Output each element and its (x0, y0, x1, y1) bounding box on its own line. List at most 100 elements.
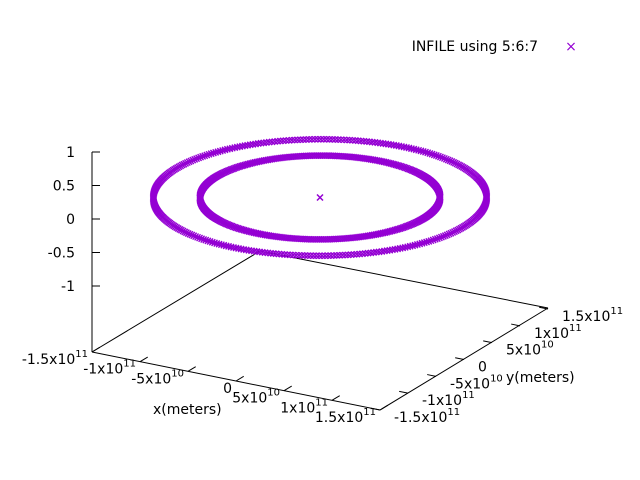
data-point (203, 151, 211, 159)
data-point (186, 230, 194, 238)
z-tick-label: 0 (66, 212, 75, 228)
y-tick (427, 374, 437, 377)
data-point (436, 153, 444, 161)
y-tick-label: 5x1010 (506, 340, 554, 359)
data-point (328, 135, 336, 143)
data-point (187, 157, 195, 165)
data-point (196, 234, 204, 242)
x-tick-label: 1x1011 (280, 397, 328, 416)
data-point (425, 237, 433, 245)
data-point (207, 150, 215, 158)
data-point (459, 223, 467, 231)
data-point (199, 152, 207, 160)
y-tick-label: -1.5x1011 (394, 407, 460, 426)
x-tick (187, 366, 196, 372)
y-tick (511, 323, 521, 327)
data-point (200, 235, 208, 243)
data-point (324, 252, 332, 260)
data-point (318, 252, 326, 260)
data-point (190, 232, 198, 240)
y-tick-label: 0 (478, 360, 487, 376)
data-point (192, 233, 200, 241)
data-point (317, 135, 325, 143)
x-axis-label: x(meters) (153, 402, 222, 418)
tick-labels: 10.50-0.5-1-1.5x1011-1x1011-5x101005x101… (22, 145, 623, 426)
x-tick (283, 385, 292, 392)
data-point (298, 251, 306, 259)
data-point (295, 251, 303, 259)
data-point (302, 136, 310, 143)
data-point (304, 252, 312, 260)
y-tick (483, 340, 493, 344)
data-series (149, 135, 491, 260)
data-point (427, 237, 435, 245)
data-point (194, 233, 202, 241)
z-tick-label: -1 (61, 279, 75, 295)
data-point (330, 252, 338, 259)
x-tick (139, 356, 148, 363)
legend-marker: × (565, 39, 577, 55)
x-tick-label: 1.5x1011 (315, 407, 376, 426)
data-point (439, 232, 447, 240)
data-point (442, 155, 450, 163)
y-axis-label: y(meters) (506, 370, 575, 386)
x-tick (379, 404, 388, 411)
data-point (320, 135, 328, 143)
y-tick (371, 407, 381, 411)
data-point (435, 234, 443, 242)
data-point (311, 135, 319, 143)
data-point (325, 135, 333, 143)
data-point (337, 136, 345, 144)
y-tick-label: -1x1011 (422, 390, 475, 409)
data-point (193, 155, 201, 163)
data-point (430, 151, 438, 159)
data-point (201, 152, 209, 160)
data-point (443, 231, 451, 239)
data-point (437, 233, 445, 241)
x-tick-label: 5x1010 (232, 388, 280, 407)
data-point (309, 252, 317, 260)
x-tick-label: 0 (223, 381, 232, 397)
y-tick (455, 357, 465, 360)
data-point (227, 243, 235, 251)
data-point (333, 251, 341, 259)
center-point (316, 193, 324, 202)
legend-label: INFILE using 5:6:7 (412, 39, 538, 55)
data-point (315, 252, 323, 260)
data-point (312, 252, 320, 260)
data-point (448, 158, 456, 166)
data-point (445, 230, 453, 238)
orbit-ring (196, 152, 444, 243)
data-point (205, 150, 213, 158)
data-point (305, 135, 313, 143)
data-point (334, 136, 342, 144)
data-point (299, 136, 307, 144)
y-tick-label: 1.5x1011 (562, 306, 623, 325)
data-point (323, 135, 331, 143)
data-point (321, 252, 329, 260)
x-tick (331, 395, 340, 401)
x-tick-label: -1.5x1011 (22, 349, 88, 368)
axes-box (91, 151, 549, 411)
legend: INFILE using 5:6:7 × (412, 39, 577, 55)
y-tick (539, 306, 549, 310)
z-tick-label: 0.5 (53, 179, 75, 195)
data-point (419, 215, 427, 223)
data-point (405, 144, 413, 152)
data-point (188, 231, 196, 239)
y-tick (399, 390, 409, 394)
y-tick-label: -5x1010 (450, 373, 503, 392)
data-point (197, 153, 205, 161)
data-point (191, 155, 199, 163)
data-point (429, 236, 437, 244)
data-point (307, 252, 315, 260)
y-tick-label: 1x1011 (534, 323, 582, 342)
orbit-ring (149, 135, 491, 260)
data-point (189, 156, 197, 164)
data-point (404, 243, 412, 251)
data-point (434, 152, 442, 160)
data-point (195, 154, 203, 162)
x-tick-label: -1x1011 (83, 359, 136, 378)
x-tick-label: -5x1010 (131, 368, 184, 387)
